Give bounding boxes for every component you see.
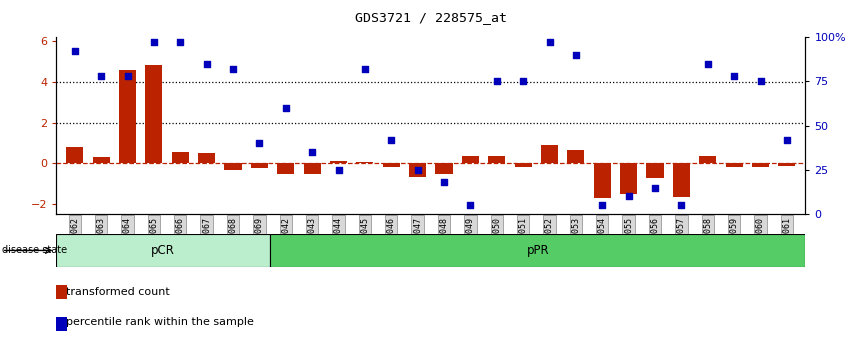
Bar [779, 163, 796, 166]
Bar [356, 162, 373, 163]
Point [147, 40, 161, 45]
Text: pPR: pPR [527, 244, 549, 257]
Point [622, 194, 636, 199]
Point [332, 167, 346, 173]
Point [516, 79, 530, 84]
Point [385, 137, 398, 143]
Point [569, 52, 583, 58]
Point [226, 66, 240, 72]
Point [543, 40, 557, 45]
Point [753, 79, 767, 84]
Point [437, 179, 451, 185]
Bar [66, 147, 83, 163]
Bar [119, 70, 136, 163]
Bar [93, 157, 110, 163]
Text: transformed count: transformed count [59, 287, 170, 297]
Point [727, 73, 741, 79]
Point [675, 202, 688, 208]
Bar [304, 163, 320, 175]
Point [701, 61, 714, 67]
Point [200, 61, 214, 67]
Bar [594, 163, 611, 198]
Bar [171, 152, 189, 163]
Bar [251, 163, 268, 169]
Bar [330, 161, 347, 163]
Point [463, 202, 477, 208]
Bar [726, 163, 743, 167]
Bar [56, 234, 270, 267]
Point [780, 137, 794, 143]
Bar [383, 163, 400, 167]
Point [120, 73, 134, 79]
Point [490, 79, 504, 84]
Point [173, 40, 187, 45]
Bar [488, 156, 506, 163]
Point [253, 141, 267, 146]
Point [648, 185, 662, 190]
Bar [436, 163, 453, 175]
Point [410, 167, 424, 173]
Bar [514, 163, 532, 167]
Bar [462, 156, 479, 163]
Text: disease state: disease state [2, 245, 67, 256]
Point [358, 66, 372, 72]
Text: GDS3721 / 228575_at: GDS3721 / 228575_at [355, 11, 507, 24]
Bar [541, 145, 558, 163]
Point [279, 105, 293, 111]
Bar [620, 163, 637, 194]
Bar [270, 234, 805, 267]
Bar [224, 163, 242, 170]
Bar [673, 163, 690, 197]
Bar [567, 150, 585, 163]
Point [595, 202, 609, 208]
Bar [145, 65, 163, 163]
Point [94, 73, 108, 79]
Point [305, 149, 319, 155]
Bar [752, 163, 769, 167]
Bar [699, 156, 716, 163]
Text: percentile rank within the sample: percentile rank within the sample [59, 317, 254, 327]
Bar [409, 163, 426, 177]
Point [68, 48, 81, 54]
Bar [646, 163, 663, 178]
Bar [277, 163, 294, 175]
Bar [198, 153, 216, 163]
Text: pCR: pCR [152, 244, 175, 257]
